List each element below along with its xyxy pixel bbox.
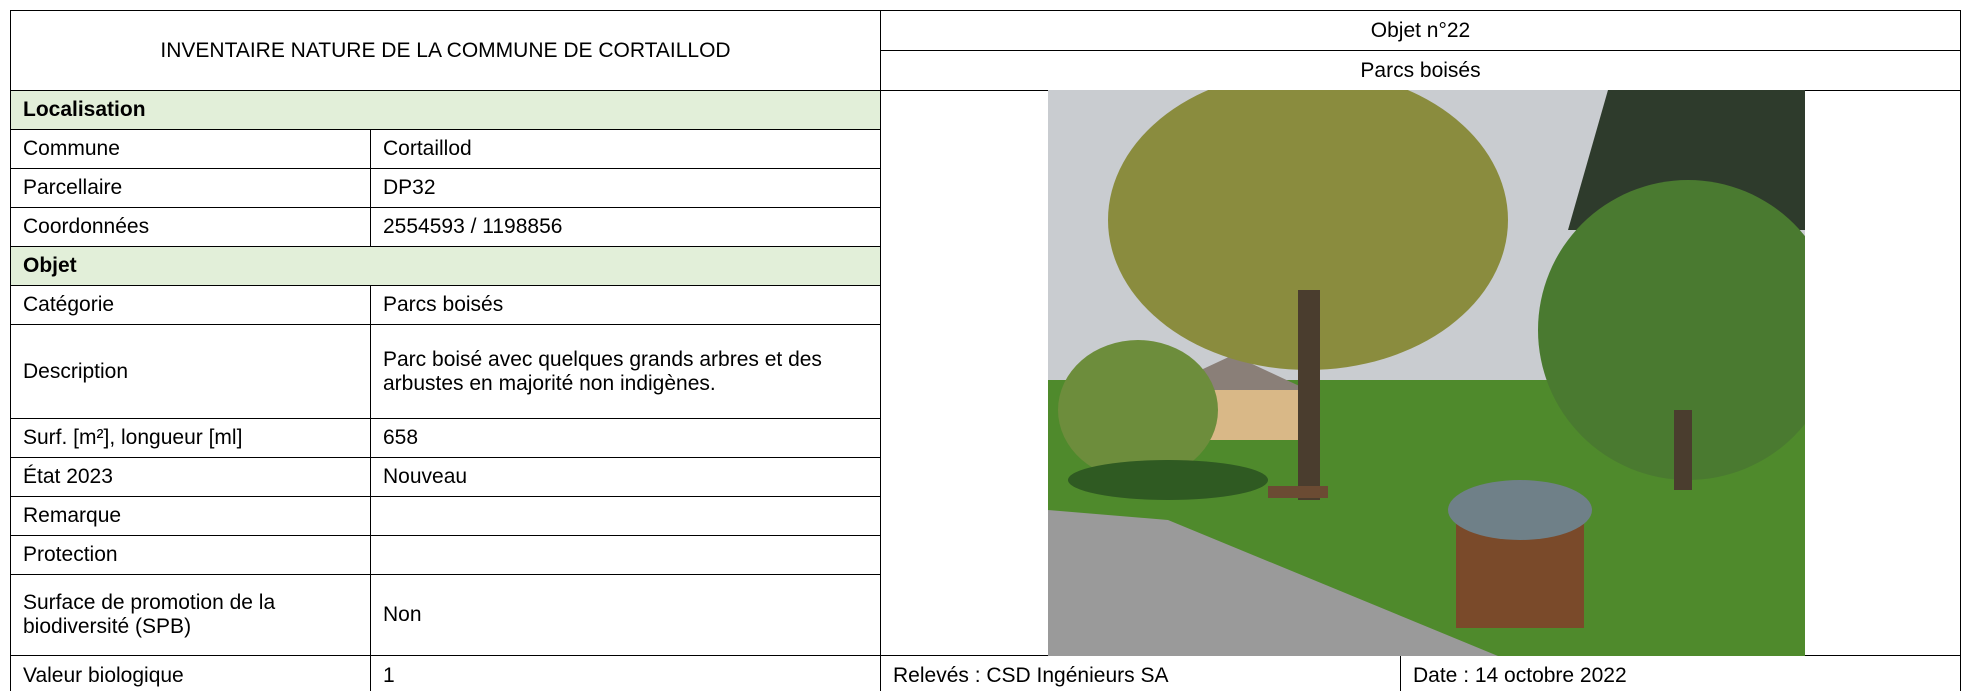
row-label: Surf. [m²], longueur [ml]: [10, 418, 371, 458]
rating-label: Valeur biologique: [10, 655, 371, 691]
row-label: Remarque: [10, 496, 371, 536]
photo: [1048, 90, 1805, 656]
object-name: Parcs boisés: [880, 50, 1961, 91]
row-label: Parcellaire: [10, 168, 371, 208]
title: INVENTAIRE NATURE DE LA COMMUNE DE CORTA…: [10, 10, 881, 91]
row-label: Surface de promotion de la biodiversité …: [10, 574, 371, 656]
date: Date : 14 octobre 2022: [1400, 655, 1961, 691]
row-value: Parc boisé avec quelques grands arbres e…: [370, 324, 881, 419]
row-value: Non: [370, 574, 881, 656]
row-value: DP32: [370, 168, 881, 208]
row-value: [370, 496, 881, 536]
row-label: Catégorie: [10, 285, 371, 325]
row-value: Nouveau: [370, 457, 881, 497]
row-label: Description: [10, 324, 371, 419]
object-number: Objet n°22: [880, 10, 1961, 51]
row-label: Coordonnées: [10, 207, 371, 247]
row-label: Commune: [10, 129, 371, 169]
row-value: Parcs boisés: [370, 285, 881, 325]
survey: Relevés : CSD Ingénieurs SA: [880, 655, 1401, 691]
row-label: État 2023: [10, 457, 371, 497]
rating-value: 1: [370, 655, 881, 691]
section-title: Localisation: [10, 90, 881, 130]
row-value: 658: [370, 418, 881, 458]
row-value: [370, 535, 881, 575]
row-value: 2554593 / 1198856: [370, 207, 881, 247]
row-value: Cortaillod: [370, 129, 881, 169]
section-title: Objet: [10, 246, 881, 286]
row-label: Protection: [10, 535, 371, 575]
